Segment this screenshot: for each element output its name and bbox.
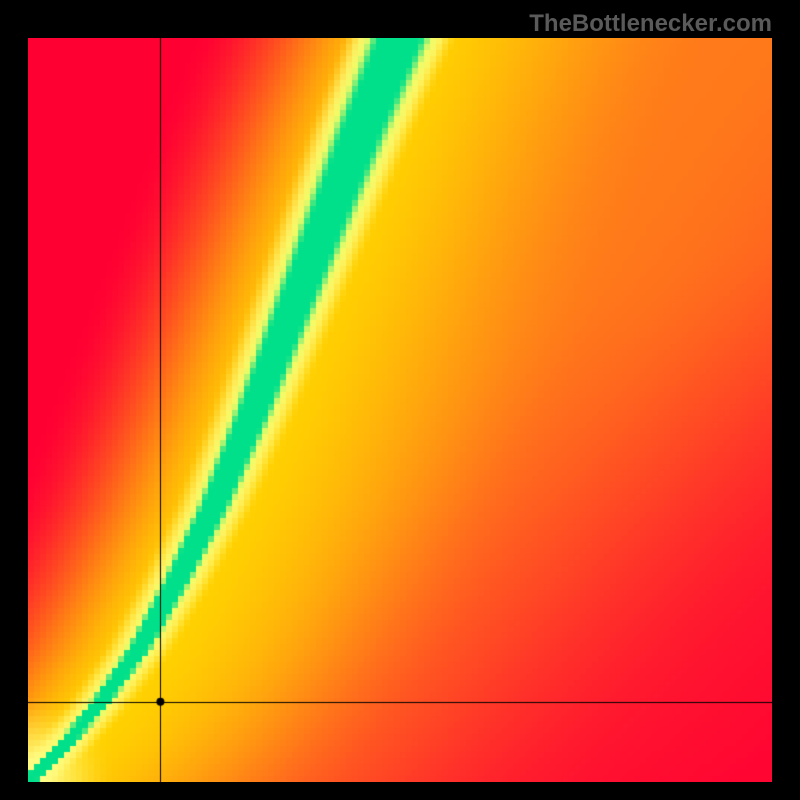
bottleneck-heatmap	[28, 38, 772, 782]
watermark-label: TheBottlenecker.com	[529, 10, 772, 38]
chart-container: TheBottlenecker.com	[0, 0, 800, 800]
